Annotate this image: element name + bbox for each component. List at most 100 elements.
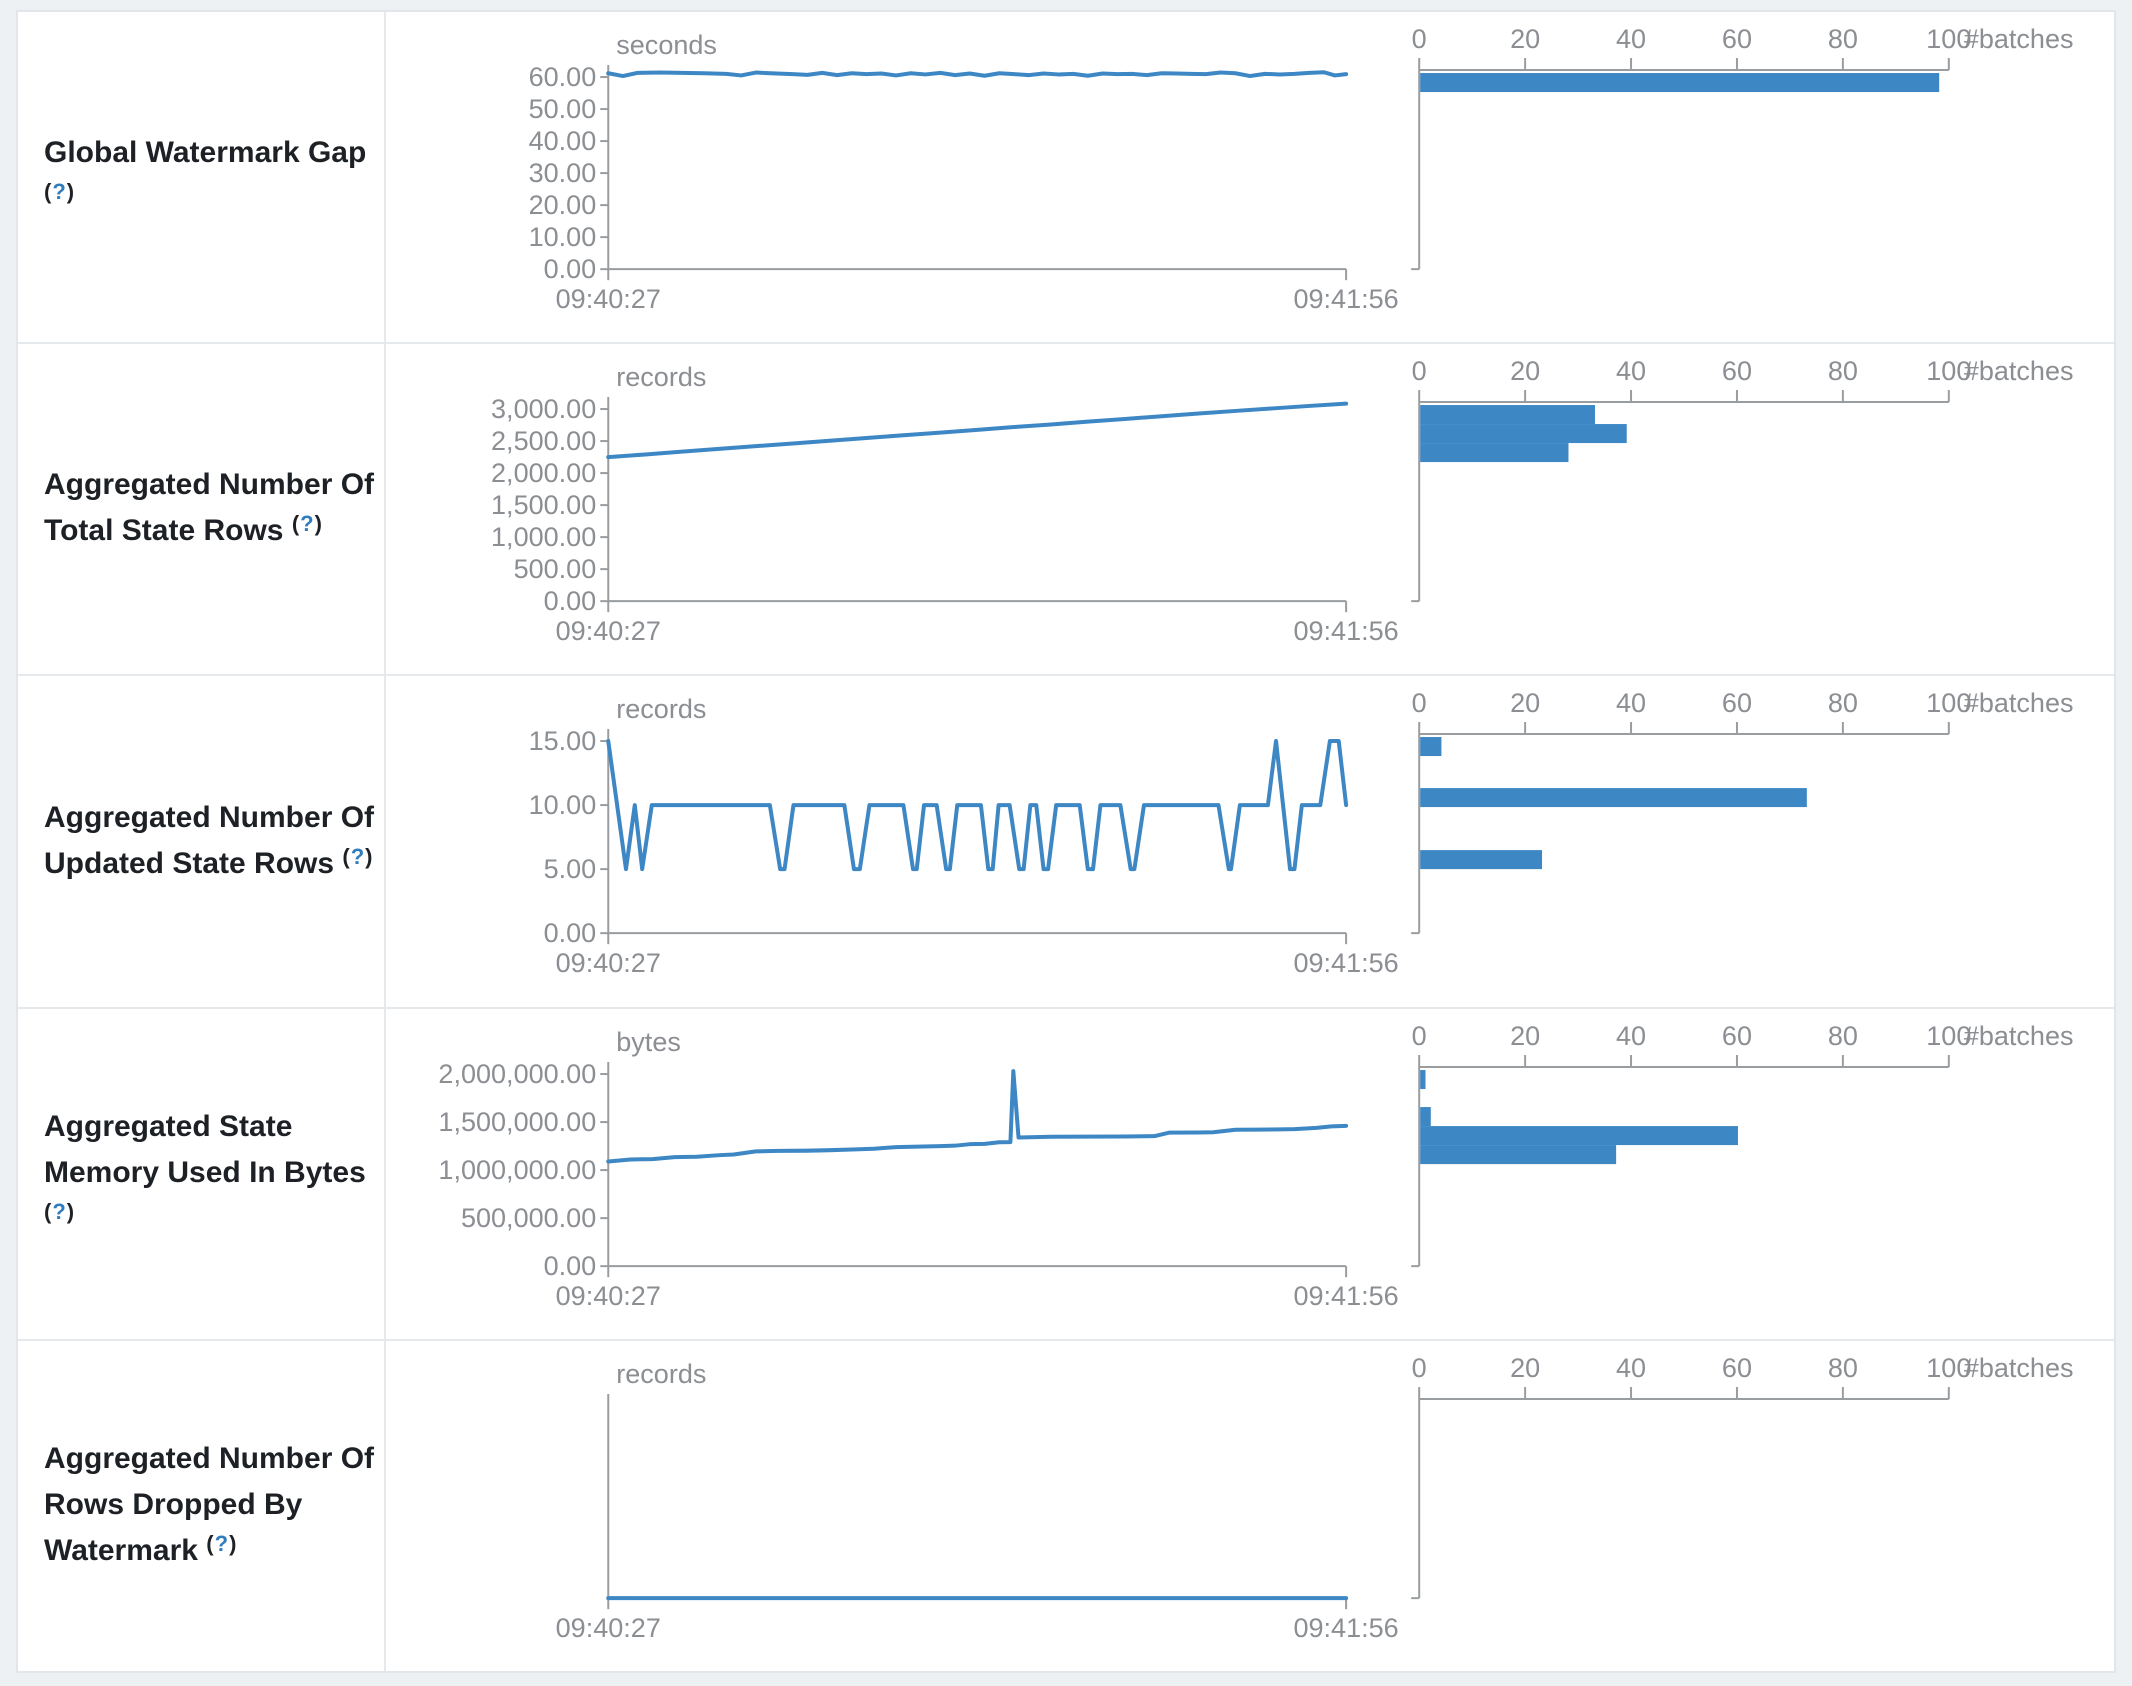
svg-text:0: 0: [1412, 1021, 1427, 1051]
svg-text:100: 100: [1926, 1021, 1971, 1051]
svg-text:records: records: [616, 362, 706, 392]
metric-label-line: Total State Rows (?): [44, 511, 323, 548]
batches-bar: [1420, 405, 1595, 425]
batches-bar: [1420, 443, 1569, 463]
metric-label-cell: Aggregated Number Of Updated State Rows …: [18, 676, 386, 1007]
metric-line: [606, 70, 1349, 79]
batches-bar: [1420, 1069, 1426, 1089]
help-link[interactable]: (?): [44, 179, 76, 205]
svg-text:0.00: 0.00: [544, 586, 597, 616]
svg-text:09:40:27: 09:40:27: [556, 1281, 661, 1311]
svg-text:20: 20: [1510, 1021, 1540, 1051]
metric-label: Aggregated Number Of Total State Rows (?…: [18, 462, 384, 556]
batches-bar: [1420, 737, 1442, 757]
svg-text:60: 60: [1722, 1021, 1752, 1051]
metric-label-cell: Aggregated Number Of Rows Dropped By Wat…: [18, 1340, 386, 1672]
metric-row-global-watermark-gap: Global Watermark Gap (?) seconds 60.00 50.…: [18, 12, 2114, 345]
svg-text:0: 0: [1412, 24, 1427, 54]
svg-text:80: 80: [1828, 688, 1858, 718]
svg-text:30.00: 30.00: [529, 158, 597, 188]
metric-label: Aggregated Number Of Rows Dropped By Wat…: [18, 1436, 384, 1576]
batches-bar: [1420, 1106, 1431, 1126]
svg-text:20.00: 20.00: [529, 190, 597, 220]
svg-text:60: 60: [1722, 24, 1752, 54]
svg-text:20: 20: [1510, 356, 1540, 386]
svg-text:1,000,000.00: 1,000,000.00: [438, 1155, 596, 1185]
batches-bar: [1420, 1144, 1617, 1164]
svg-text:#batches: #batches: [1964, 688, 2074, 718]
svg-text:09:40:27: 09:40:27: [556, 949, 661, 979]
metric-label-line: Aggregated Number Of: [44, 800, 375, 834]
svg-text:1,500,000.00: 1,500,000.00: [438, 1107, 596, 1137]
metric-charts-cell: seconds 60.00 50.00 40.00 30.00 20.00 10.00 0.0…: [386, 12, 2114, 342]
batches-bar: [1420, 424, 1627, 444]
svg-text:40.00: 40.00: [529, 126, 597, 156]
metric-line: [606, 1068, 1349, 1164]
svg-text:0: 0: [1412, 1353, 1427, 1383]
svg-text:09:41:56: 09:41:56: [1294, 1281, 1399, 1311]
svg-text:09:40:27: 09:40:27: [556, 616, 661, 646]
svg-text:0.00: 0.00: [544, 254, 597, 284]
svg-text:40: 40: [1616, 356, 1646, 386]
svg-text:2,000,000.00: 2,000,000.00: [438, 1059, 596, 1089]
svg-text:500.00: 500.00: [514, 554, 597, 584]
svg-text:09:41:56: 09:41:56: [1294, 616, 1399, 646]
metric-label-line: Rows Dropped By: [44, 1487, 303, 1521]
svg-text:#batches: #batches: [1964, 356, 2074, 386]
timeline-chart: seconds 60.0050.0040.0030.0020.0010.000.0…: [529, 30, 1399, 314]
help-link[interactable]: (?): [291, 511, 323, 537]
svg-text:5.00: 5.00: [544, 855, 597, 885]
metric-row-total-state-rows: Aggregated Number Of Total State Rows (?…: [18, 344, 2114, 677]
metric-label-cell: Aggregated Number Of Total State Rows (?…: [18, 344, 386, 675]
svg-text:10.00: 10.00: [529, 790, 597, 820]
metric-label: Aggregated Number Of Updated State Rows …: [18, 795, 384, 889]
svg-text:60: 60: [1722, 688, 1752, 718]
metric-label-line: Updated State Rows (?): [44, 843, 374, 880]
timeline-chart: records 3,000.002,500.002,000.001,500.001…: [491, 362, 1399, 646]
svg-text:09:41:56: 09:41:56: [1294, 1613, 1399, 1643]
help-link[interactable]: (?): [44, 1198, 76, 1224]
svg-text:10.00: 10.00: [529, 222, 597, 252]
timeline-chart: bytes 2,000,000.00 1,500,000.00 1,000,000.0…: [438, 1027, 1398, 1311]
metric-label-line: Aggregated Number Of: [44, 1441, 375, 1475]
charts-svg: records 09:40:27 09:41:56 0 20 40 60 80 100#batc…: [556, 1353, 2074, 1643]
metric-row-state-memory-used: Aggregated State Memory Used In Bytes (?…: [18, 1008, 2114, 1341]
svg-text:100: 100: [1926, 1353, 1971, 1383]
svg-text:2,500.00: 2,500.00: [491, 426, 596, 456]
batches-bar: [1420, 850, 1543, 870]
svg-text:20: 20: [1510, 1353, 1540, 1383]
svg-text:0: 0: [1412, 688, 1427, 718]
svg-text:20: 20: [1510, 24, 1540, 54]
svg-text:20: 20: [1510, 688, 1540, 718]
svg-text:2,000.00: 2,000.00: [491, 458, 596, 488]
histogram-chart: 0 20 40 60 80 100#batches: [1411, 1021, 2074, 1267]
batches-bar: [1420, 1125, 1738, 1145]
metric-label-line: Aggregated State: [44, 1109, 293, 1143]
timeline-chart: records 09:40:27 09:41:56: [556, 1359, 1399, 1643]
svg-text:0.00: 0.00: [544, 1251, 597, 1281]
svg-text:40: 40: [1616, 24, 1646, 54]
svg-text:#batches: #batches: [1964, 1021, 2074, 1051]
metric-line: [606, 739, 1349, 872]
svg-text:bytes: bytes: [616, 1027, 681, 1057]
svg-text:09:41:56: 09:41:56: [1294, 949, 1399, 979]
histogram-chart: 0 20 40 60 80 100#batches: [1411, 356, 2074, 603]
svg-text:500,000.00: 500,000.00: [461, 1203, 596, 1233]
metric-label-line: Watermark (?): [44, 1530, 238, 1567]
svg-text:0.00: 0.00: [544, 919, 597, 949]
charts-svg: bytes 2,000,000.00 1,500,000.00 1,000,000.0…: [438, 1021, 2074, 1311]
help-link[interactable]: (?): [342, 843, 374, 869]
metric-label-line: (?): [44, 176, 366, 224]
metric-row-updated-state-rows: Aggregated Number Of Updated State Rows …: [18, 676, 2114, 1009]
svg-text:09:40:27: 09:40:27: [556, 1613, 661, 1643]
help-link[interactable]: (?): [206, 1530, 238, 1556]
svg-text:40: 40: [1616, 1021, 1646, 1051]
svg-text:100: 100: [1926, 688, 1971, 718]
svg-text:60.00: 60.00: [529, 62, 597, 92]
svg-text:60: 60: [1722, 356, 1752, 386]
metric-line: [606, 401, 1349, 460]
charts-svg: seconds 60.0050.0040.0030.0020.0010.000.0…: [529, 24, 2074, 314]
svg-text:1,000.00: 1,000.00: [491, 522, 596, 552]
